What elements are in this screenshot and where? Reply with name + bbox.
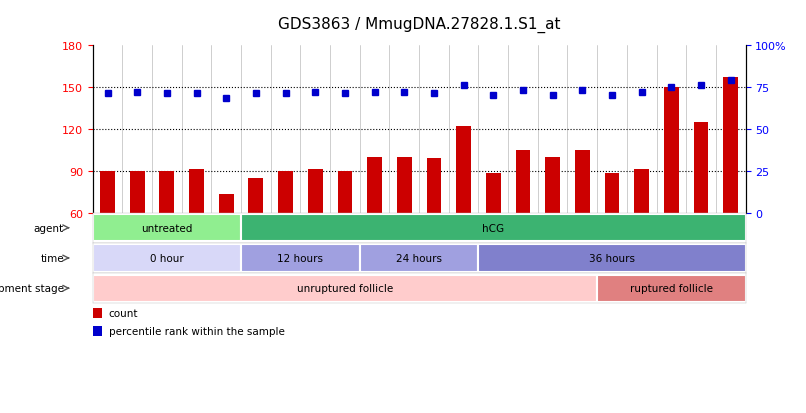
Bar	[93, 215, 241, 242]
Bar	[338, 171, 352, 213]
Bar	[308, 170, 322, 213]
Text: 24 hours: 24 hours	[396, 253, 442, 263]
Text: ruptured follicle: ruptured follicle	[629, 283, 713, 294]
Bar	[93, 326, 102, 336]
Bar	[426, 159, 442, 213]
Bar	[241, 245, 359, 272]
Bar	[634, 170, 649, 213]
Bar	[397, 157, 412, 213]
Bar	[248, 178, 264, 213]
Bar	[93, 245, 241, 272]
Bar	[597, 275, 746, 302]
Bar	[100, 171, 115, 213]
Bar	[218, 195, 234, 213]
Text: 0 hour: 0 hour	[150, 253, 184, 263]
Bar	[368, 157, 382, 213]
Text: unruptured follicle: unruptured follicle	[297, 283, 393, 294]
Bar	[359, 245, 479, 272]
Bar	[479, 245, 746, 272]
Bar	[189, 170, 204, 213]
Bar	[93, 308, 102, 318]
Bar	[664, 88, 679, 213]
Text: percentile rank within the sample: percentile rank within the sample	[109, 326, 285, 336]
Text: GDS3863 / MmugDNA.27828.1.S1_at: GDS3863 / MmugDNA.27828.1.S1_at	[278, 17, 560, 33]
Text: agent: agent	[34, 223, 64, 233]
Text: hCG: hCG	[482, 223, 505, 233]
Bar	[723, 78, 738, 213]
Text: time: time	[40, 253, 64, 263]
Text: untreated: untreated	[141, 223, 193, 233]
Bar	[486, 174, 501, 213]
Bar	[516, 150, 530, 213]
Bar	[160, 171, 174, 213]
Bar	[694, 122, 708, 213]
Text: 36 hours: 36 hours	[589, 253, 635, 263]
Bar	[93, 275, 597, 302]
Bar	[545, 157, 560, 213]
Bar	[575, 150, 590, 213]
Bar	[278, 171, 293, 213]
Bar	[456, 126, 471, 213]
Bar	[130, 171, 144, 213]
Text: development stage: development stage	[0, 283, 64, 294]
Text: 12 hours: 12 hours	[277, 253, 323, 263]
Bar	[604, 174, 620, 213]
Bar	[241, 215, 746, 242]
Text: count: count	[109, 308, 139, 318]
